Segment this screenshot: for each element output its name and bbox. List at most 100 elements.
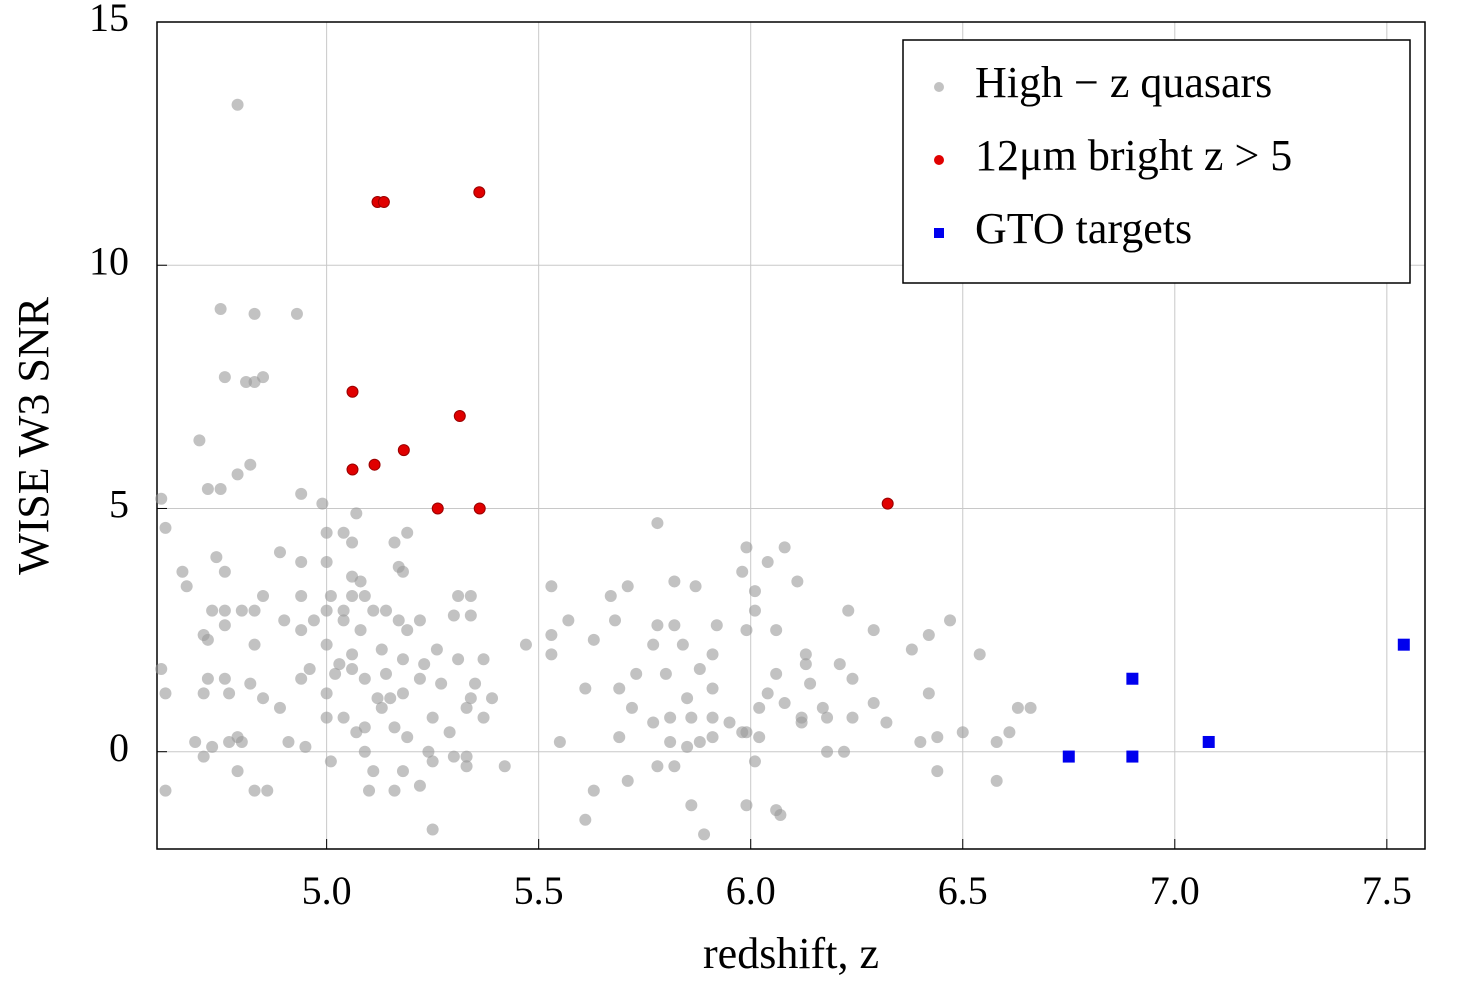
point xyxy=(248,375,261,388)
point xyxy=(651,517,664,530)
point xyxy=(320,711,333,724)
point xyxy=(210,551,223,564)
point xyxy=(358,590,371,603)
point xyxy=(295,672,308,685)
point xyxy=(354,624,367,637)
point xyxy=(1126,672,1139,685)
point xyxy=(698,828,711,841)
point xyxy=(422,745,435,758)
point xyxy=(931,731,944,744)
point xyxy=(388,536,401,549)
point xyxy=(218,371,231,384)
point xyxy=(651,760,664,773)
point xyxy=(664,735,677,748)
x-axis-label: redshift, z xyxy=(703,929,879,978)
legend-marker xyxy=(934,155,944,165)
point xyxy=(761,555,774,568)
point xyxy=(519,638,532,651)
point xyxy=(723,716,736,729)
point xyxy=(371,692,384,705)
point xyxy=(320,604,333,617)
point xyxy=(244,458,257,471)
point xyxy=(206,740,219,753)
legend-label: GTO targets xyxy=(975,204,1192,253)
point xyxy=(248,604,261,617)
point xyxy=(189,735,202,748)
point xyxy=(681,692,694,705)
point xyxy=(990,735,1003,748)
point xyxy=(740,799,753,812)
point xyxy=(430,643,443,656)
point xyxy=(384,692,397,705)
point xyxy=(630,667,643,680)
point xyxy=(944,614,957,627)
point xyxy=(401,624,414,637)
point xyxy=(346,536,359,549)
point xyxy=(278,614,291,627)
point xyxy=(1062,750,1075,763)
point xyxy=(706,682,719,695)
point xyxy=(846,711,859,724)
point xyxy=(693,663,706,676)
point xyxy=(473,502,486,515)
point xyxy=(706,711,719,724)
point xyxy=(218,604,231,617)
point xyxy=(401,526,414,539)
point xyxy=(579,813,592,826)
point xyxy=(740,726,753,739)
point xyxy=(435,677,448,690)
point xyxy=(350,726,363,739)
point xyxy=(685,799,698,812)
point xyxy=(358,745,371,758)
point xyxy=(452,590,465,603)
legend-marker xyxy=(934,228,944,238)
point xyxy=(905,643,918,656)
y-tick-label: 5 xyxy=(109,482,129,527)
point xyxy=(307,614,320,627)
point xyxy=(214,483,227,496)
point xyxy=(1126,750,1139,763)
legend-box xyxy=(902,39,1411,284)
point xyxy=(273,701,286,714)
point xyxy=(460,760,473,773)
point xyxy=(799,648,812,661)
point xyxy=(397,444,410,457)
point xyxy=(880,716,893,729)
point xyxy=(464,609,477,622)
point xyxy=(320,555,333,568)
point xyxy=(159,521,172,534)
point xyxy=(320,638,333,651)
point xyxy=(1024,701,1037,714)
y-tick-label: 10 xyxy=(89,238,129,283)
point xyxy=(329,667,342,680)
point xyxy=(693,735,706,748)
y-tick-label: 0 xyxy=(109,725,129,770)
x-tick-label: 6.0 xyxy=(726,868,776,913)
point xyxy=(413,672,426,685)
plot-frame xyxy=(156,21,1426,850)
point xyxy=(346,590,359,603)
point xyxy=(799,658,812,671)
point xyxy=(613,682,626,695)
point xyxy=(320,526,333,539)
point xyxy=(685,711,698,724)
point xyxy=(753,731,766,744)
point xyxy=(452,653,465,666)
point xyxy=(447,609,460,622)
point xyxy=(748,585,761,598)
point xyxy=(651,619,664,632)
point xyxy=(346,385,359,398)
point xyxy=(647,716,660,729)
point xyxy=(761,687,774,700)
point xyxy=(201,483,214,496)
point xyxy=(587,633,600,646)
point xyxy=(473,186,486,199)
point xyxy=(231,98,244,111)
point xyxy=(621,580,634,593)
point xyxy=(706,731,719,744)
x-tick-label: 7.0 xyxy=(1150,868,1200,913)
point xyxy=(223,687,236,700)
point xyxy=(392,614,405,627)
